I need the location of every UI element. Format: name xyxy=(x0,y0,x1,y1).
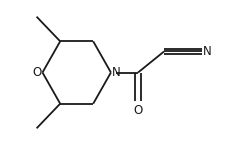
Text: N: N xyxy=(203,45,212,58)
Text: O: O xyxy=(32,66,41,79)
Text: N: N xyxy=(112,66,121,79)
Text: O: O xyxy=(133,104,143,117)
